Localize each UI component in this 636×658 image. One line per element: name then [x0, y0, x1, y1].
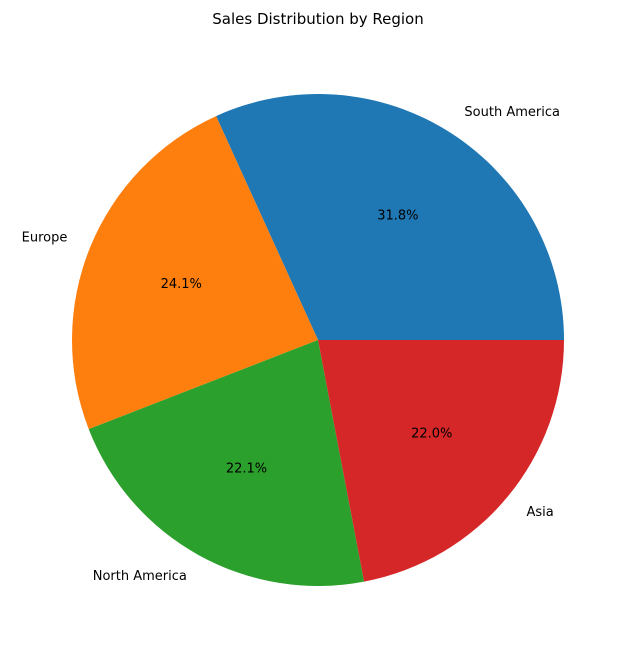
slice-label-europe: Europe: [22, 231, 68, 246]
slice-label-south-america: South America: [464, 105, 560, 120]
pie-slice-north-america: [88, 340, 365, 586]
pie-labels: South America 31.8% Europe 24.1% North Ameri…: [22, 105, 560, 584]
pie-slice-south-america: [216, 93, 565, 341]
pie-slices: [71, 93, 565, 586]
slice-label-asia: Asia: [527, 505, 554, 520]
slice-percent-south-america: 31.8%: [377, 208, 418, 223]
slice-percent-asia: 22.0%: [411, 427, 452, 442]
chart-title: Sales Distribution by Region: [212, 10, 424, 28]
pie-slice-asia: [318, 340, 564, 582]
slice-percent-europe: 24.1%: [161, 277, 202, 292]
pie-slice-europe: [71, 116, 318, 430]
slice-label-north-america: North America: [93, 569, 187, 584]
slice-percent-north-america: 22.1%: [226, 462, 267, 477]
